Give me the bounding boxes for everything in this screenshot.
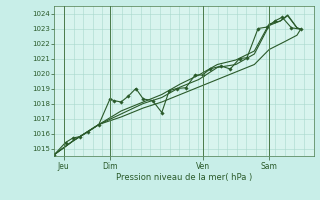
X-axis label: Pression niveau de la mer( hPa ): Pression niveau de la mer( hPa ) (116, 173, 252, 182)
